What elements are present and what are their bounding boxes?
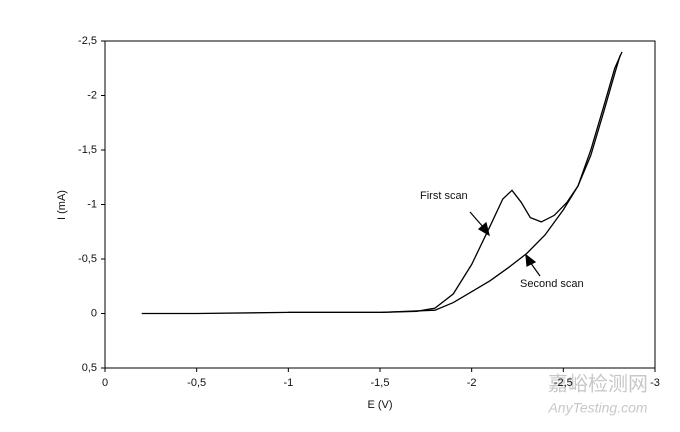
y-tick-label: -0,5 <box>78 253 97 265</box>
series-label: Second scan <box>520 278 584 290</box>
series-label: First scan <box>420 190 468 202</box>
y-tick-label: 0 <box>91 307 97 319</box>
y-tick-label: 0,5 <box>82 362 97 374</box>
arrow-first <box>469 211 485 229</box>
plot-frame <box>104 40 656 369</box>
y-tick-label: -1,5 <box>78 144 97 156</box>
arrow-head <box>525 253 537 267</box>
arrows <box>469 211 541 277</box>
x-tick-label: -1,5 <box>371 377 390 389</box>
y-tick-label: -2 <box>87 89 97 101</box>
x-tick-label: 0 <box>102 377 108 389</box>
x-tick-label: -2,5 <box>554 377 573 389</box>
arrow-head <box>477 221 490 237</box>
x-axis-label: E (V) <box>367 399 392 411</box>
y-axis-label: I (mA) <box>56 190 68 220</box>
x-tick-label: -0,5 <box>187 377 206 389</box>
y-tick-label: -2,5 <box>78 35 97 47</box>
x-tick-label: -2 <box>467 377 477 389</box>
x-tick-label: -3 <box>650 377 660 389</box>
watermark: 嘉峪检测网 <box>548 372 648 395</box>
data-line <box>288 51 623 314</box>
data-line <box>141 55 621 315</box>
y-tick-label: -1 <box>87 198 97 210</box>
x-tick-label: -1 <box>283 377 293 389</box>
watermark: AnyTesting.com <box>547 400 647 416</box>
